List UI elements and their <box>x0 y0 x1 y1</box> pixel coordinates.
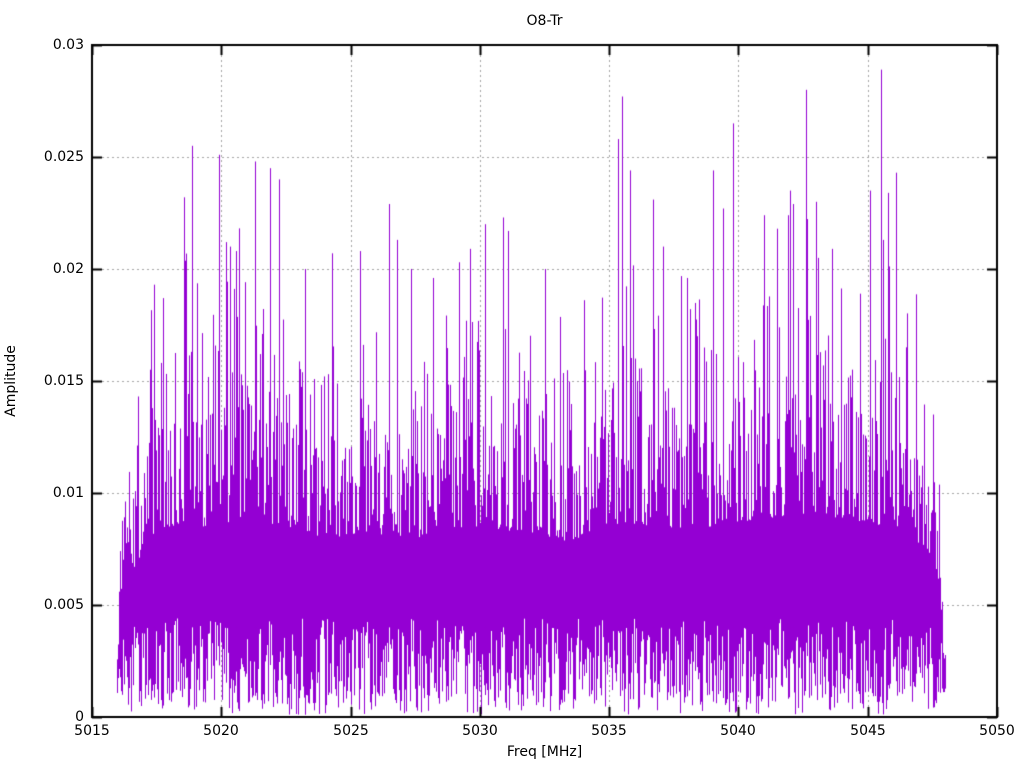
y-tick-label-0.01: 0.01 <box>52 485 84 501</box>
x-tick-label-5035: 5035 <box>591 723 627 739</box>
x-axis-label: Freq [MHz] <box>506 744 583 760</box>
x-tick-label-5050: 5050 <box>979 723 1015 739</box>
x-tick-label-5045: 5045 <box>850 723 886 739</box>
y-tick-label-0.03: 0.03 <box>52 37 84 53</box>
x-tick-label-5030: 5030 <box>462 723 498 739</box>
y-tick-label-0.015: 0.015 <box>43 373 84 389</box>
x-tick-label-5025: 5025 <box>333 723 369 739</box>
x-tick-label-5020: 5020 <box>203 723 239 739</box>
x-tick-label-5040: 5040 <box>720 723 756 739</box>
y-tick-label-0: 0 <box>75 709 84 725</box>
x-tick-label-5015: 5015 <box>74 723 110 739</box>
y-tick-label-0.025: 0.025 <box>43 149 84 165</box>
y-tick-label-0.02: 0.02 <box>52 261 84 277</box>
y-tick-label-0.005: 0.005 <box>43 597 84 613</box>
chart-title: O8-Tr <box>526 13 563 29</box>
